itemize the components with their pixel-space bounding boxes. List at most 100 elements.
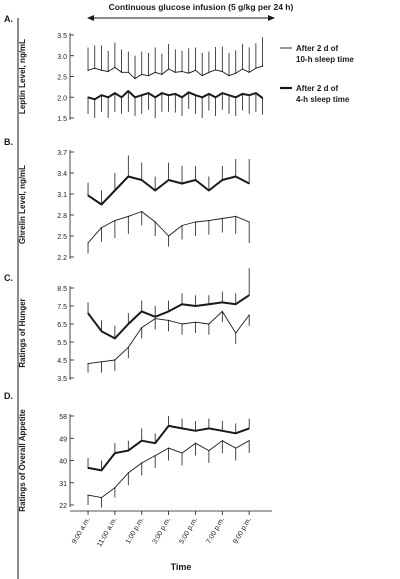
data-point <box>255 92 257 94</box>
data-point <box>147 92 150 94</box>
y-tick-label: 3.4 <box>57 171 67 178</box>
data-point <box>114 220 116 222</box>
y-tick-label: 2.5 <box>57 234 67 241</box>
data-point <box>248 71 250 73</box>
data-point <box>228 75 230 77</box>
panel-b: B. Ghrelin Level, ng/mL 3.7 3.4 3.1 2.8 2.5 2.2 <box>4 137 250 262</box>
data-point <box>221 217 223 220</box>
data-point <box>141 94 143 96</box>
data-point <box>154 318 156 320</box>
series-10h-sleep <box>87 440 250 508</box>
data-point <box>235 332 237 334</box>
data-point <box>194 321 197 323</box>
data-point <box>208 189 210 192</box>
data-point <box>127 175 129 178</box>
data-point <box>141 179 143 181</box>
data-point <box>121 71 123 73</box>
data-point <box>201 96 203 98</box>
y-tick-label: 3.5 <box>57 376 67 383</box>
data-point <box>208 450 210 452</box>
y-tick-label: 2.8 <box>57 213 67 220</box>
data-point <box>248 221 250 223</box>
data-point <box>221 440 223 442</box>
data-point <box>235 96 237 98</box>
data-point <box>248 427 250 429</box>
data-point <box>114 189 116 192</box>
data-point <box>221 310 223 312</box>
y-tick-label: 4.5 <box>57 358 67 365</box>
data-point <box>114 359 116 361</box>
legend-10h-line2: 10-h sleep time <box>296 55 354 64</box>
data-point <box>161 92 163 94</box>
data-point <box>194 179 197 181</box>
y-tick-label: 3.1 <box>57 192 67 199</box>
data-point <box>100 469 103 471</box>
data-point <box>114 337 116 339</box>
data-point <box>194 430 197 432</box>
x-tick-label: 11:00 a.m. <box>96 516 118 548</box>
data-point <box>215 69 217 71</box>
legend-4h-line1: After 2 d of <box>296 84 339 93</box>
infusion-arrow <box>87 15 275 21</box>
data-point <box>100 203 103 206</box>
x-tick-label: 9:00 a.m. <box>71 516 92 545</box>
data-point <box>114 452 116 454</box>
y-tick-label: 6.5 <box>57 322 67 329</box>
data-point <box>141 310 143 312</box>
data-point <box>168 319 170 321</box>
data-point <box>141 327 143 329</box>
data-point <box>208 93 210 95</box>
y-tick-label: 7.5 <box>57 304 67 311</box>
data-point <box>221 70 223 73</box>
data-point <box>248 94 250 96</box>
series-4h-sleep <box>87 90 264 118</box>
data-point <box>248 440 250 442</box>
data-point <box>262 97 264 99</box>
data-point <box>208 323 210 325</box>
data-point <box>168 425 170 427</box>
x-tick-label: 7:00 p.m. <box>205 516 226 545</box>
data-point <box>181 96 183 98</box>
data-point <box>127 71 129 73</box>
data-point <box>107 70 109 73</box>
series-10h-sleep <box>87 37 264 80</box>
data-point <box>114 66 116 68</box>
data-point <box>127 472 129 474</box>
data-point <box>201 75 203 77</box>
panel-letter: B. <box>4 137 13 147</box>
data-point <box>208 303 210 305</box>
y-tick-label: 58 <box>59 414 67 421</box>
panels: A. Leptin Level, ng/mL 3.5 3.0 2.5 2.0 1.5 B. Gh… <box>4 14 264 579</box>
data-point <box>235 215 237 217</box>
data-point <box>168 68 170 70</box>
data-point <box>241 68 244 70</box>
data-point <box>100 361 103 363</box>
data-point <box>100 69 103 71</box>
data-point <box>100 227 103 229</box>
y-axis-label: Ratings of Hunger <box>18 298 27 367</box>
y-tick-label: 3.5 <box>57 33 67 40</box>
data-point <box>154 189 156 192</box>
panel-letter: A. <box>4 14 13 24</box>
data-point <box>181 323 183 325</box>
data-point <box>168 179 170 181</box>
series-10h-sleep <box>87 310 250 373</box>
data-point <box>188 91 190 93</box>
data-point <box>87 312 89 314</box>
legend-10h-line1: After 2 d of <box>296 44 339 53</box>
data-point <box>174 71 176 73</box>
y-tick-label: 2.2 <box>57 255 67 262</box>
data-point <box>221 430 223 432</box>
data-point <box>87 363 89 365</box>
x-tick-label: 5:00 p.m. <box>179 516 200 545</box>
data-point <box>181 452 183 454</box>
data-point <box>127 346 129 348</box>
y-tick-label: 49 <box>59 436 67 443</box>
y-tick-label: 2.0 <box>57 95 67 102</box>
series-10h-sleep <box>87 210 250 254</box>
data-point <box>114 92 116 94</box>
data-point <box>134 77 136 80</box>
data-point <box>181 427 183 429</box>
data-point <box>147 75 150 77</box>
x-axis-label: Time <box>171 562 192 572</box>
